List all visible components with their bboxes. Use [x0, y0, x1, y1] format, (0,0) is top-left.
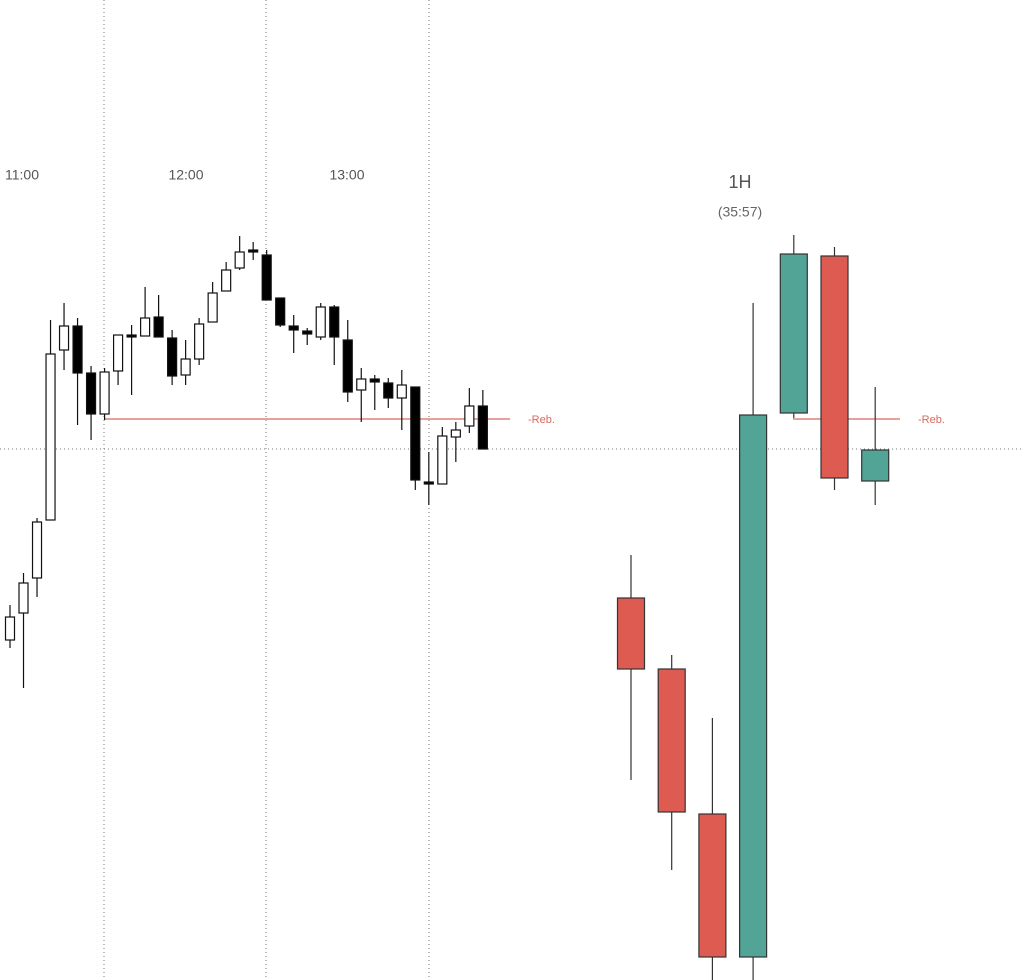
candle-body [4, 616, 16, 641]
candle-body [698, 813, 727, 958]
candle-body [58, 325, 70, 351]
candle-body [657, 668, 686, 813]
candle-body [820, 255, 849, 479]
candle-body [464, 405, 475, 427]
candle-body [140, 317, 151, 337]
candle-body [396, 384, 407, 399]
candle-body [45, 353, 56, 521]
candle-body [315, 306, 326, 338]
candle-body [31, 521, 43, 579]
candle-body [423, 481, 434, 485]
candle-body [194, 323, 205, 360]
candle-body [85, 372, 97, 415]
candle-body [207, 292, 218, 323]
candle-body [261, 254, 272, 301]
candle-body [861, 449, 890, 482]
candle-body [450, 429, 461, 438]
candle-body [738, 414, 768, 958]
candle-body [153, 316, 164, 338]
candle-body [288, 325, 299, 331]
candle-body [477, 405, 488, 450]
candle-body [369, 378, 380, 383]
candle-body [356, 378, 367, 391]
chart-subtitle: (35:57) [718, 204, 762, 220]
candle-body [329, 306, 340, 338]
candle-body [234, 251, 245, 269]
candle-body [99, 371, 110, 415]
candle-body [126, 334, 137, 338]
candle-body [383, 382, 394, 399]
candle-body [18, 582, 29, 614]
candle-body [248, 249, 259, 253]
candle-body [72, 325, 83, 374]
x-tick-label: 11:00 [5, 167, 39, 183]
candle-body [437, 435, 448, 485]
candle-body [616, 597, 646, 670]
candle-body [342, 339, 353, 393]
candle-body [302, 330, 313, 335]
candle-body [167, 337, 178, 377]
level-label: -Reb. [918, 414, 945, 426]
candle-body [275, 297, 286, 326]
candle-body [180, 358, 191, 376]
x-tick-label: 12:00 [168, 167, 203, 183]
chart-title: 1H [728, 172, 751, 192]
candle-body [112, 334, 124, 372]
candle-body [779, 253, 808, 414]
candle-body [410, 386, 421, 481]
x-tick-label: 13:00 [329, 167, 364, 183]
candle-body [221, 269, 232, 292]
level-label: -Reb. [528, 414, 555, 426]
